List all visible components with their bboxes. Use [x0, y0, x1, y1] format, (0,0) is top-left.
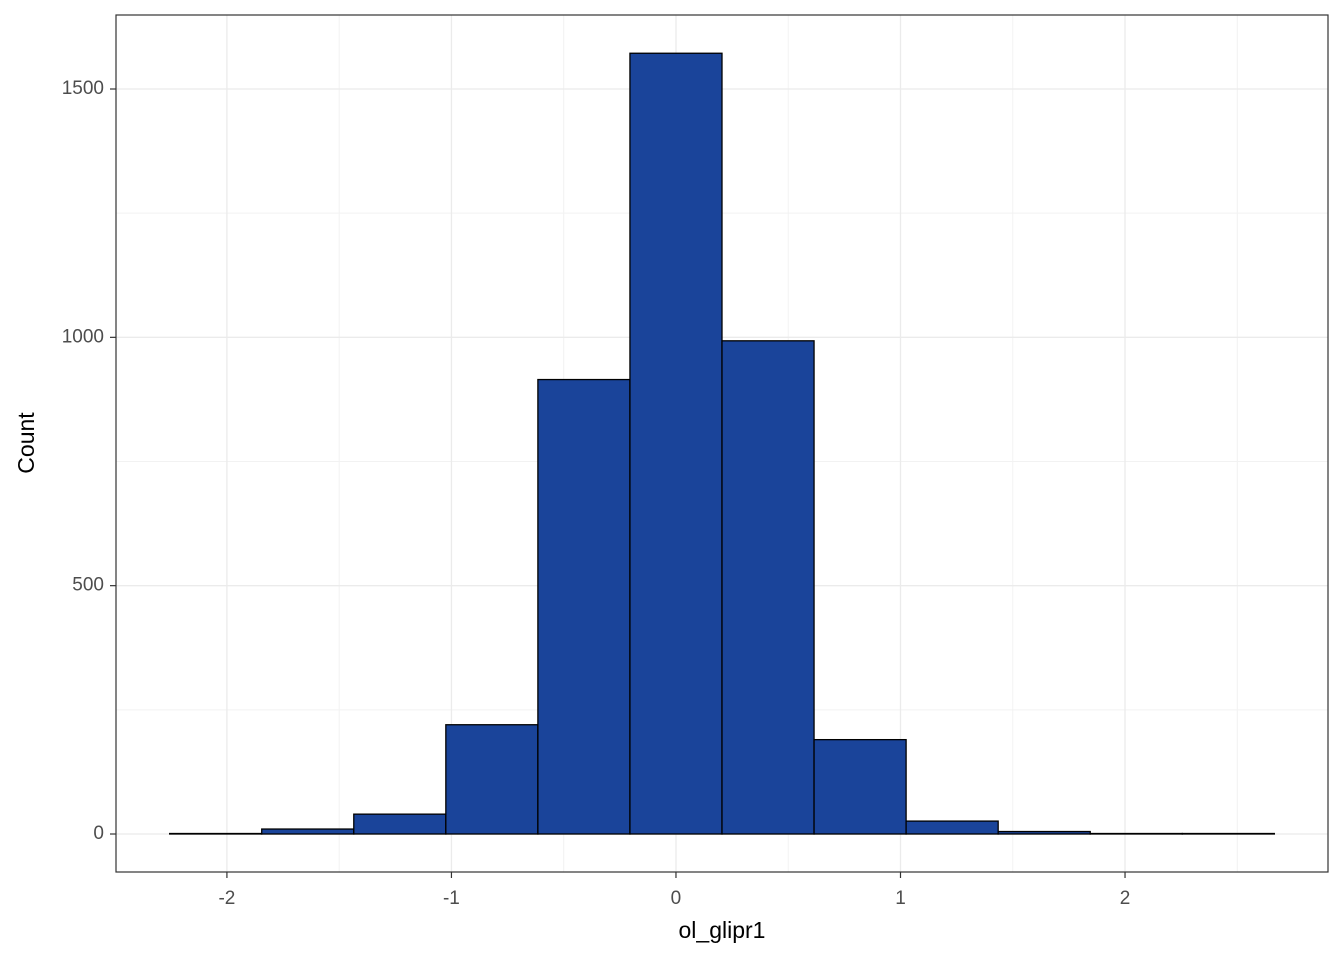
x-tick-label: 1 [895, 888, 906, 909]
bar [997, 830, 1091, 835]
bar [905, 820, 999, 835]
bars [169, 52, 1275, 835]
y-tick-label: 1000 [62, 326, 104, 347]
x-axis-title: ol_glipr1 [679, 917, 766, 943]
x-tick-label: -2 [218, 888, 235, 909]
bar [721, 340, 815, 835]
bar [537, 378, 631, 835]
bar [813, 738, 907, 835]
bar [261, 828, 355, 835]
bar [353, 813, 447, 835]
bar [629, 52, 723, 835]
x-tick-label: 0 [671, 888, 682, 909]
panel-border [115, 14, 1329, 873]
y-tick-label: 1500 [62, 78, 104, 99]
x-tick-label: 2 [1120, 888, 1131, 909]
x-tick-label: -1 [443, 888, 460, 909]
bar [445, 724, 539, 835]
y-axis-title: Count [13, 412, 39, 474]
y-tick-label: 500 [72, 575, 104, 596]
y-tick-label: 0 [93, 823, 104, 844]
